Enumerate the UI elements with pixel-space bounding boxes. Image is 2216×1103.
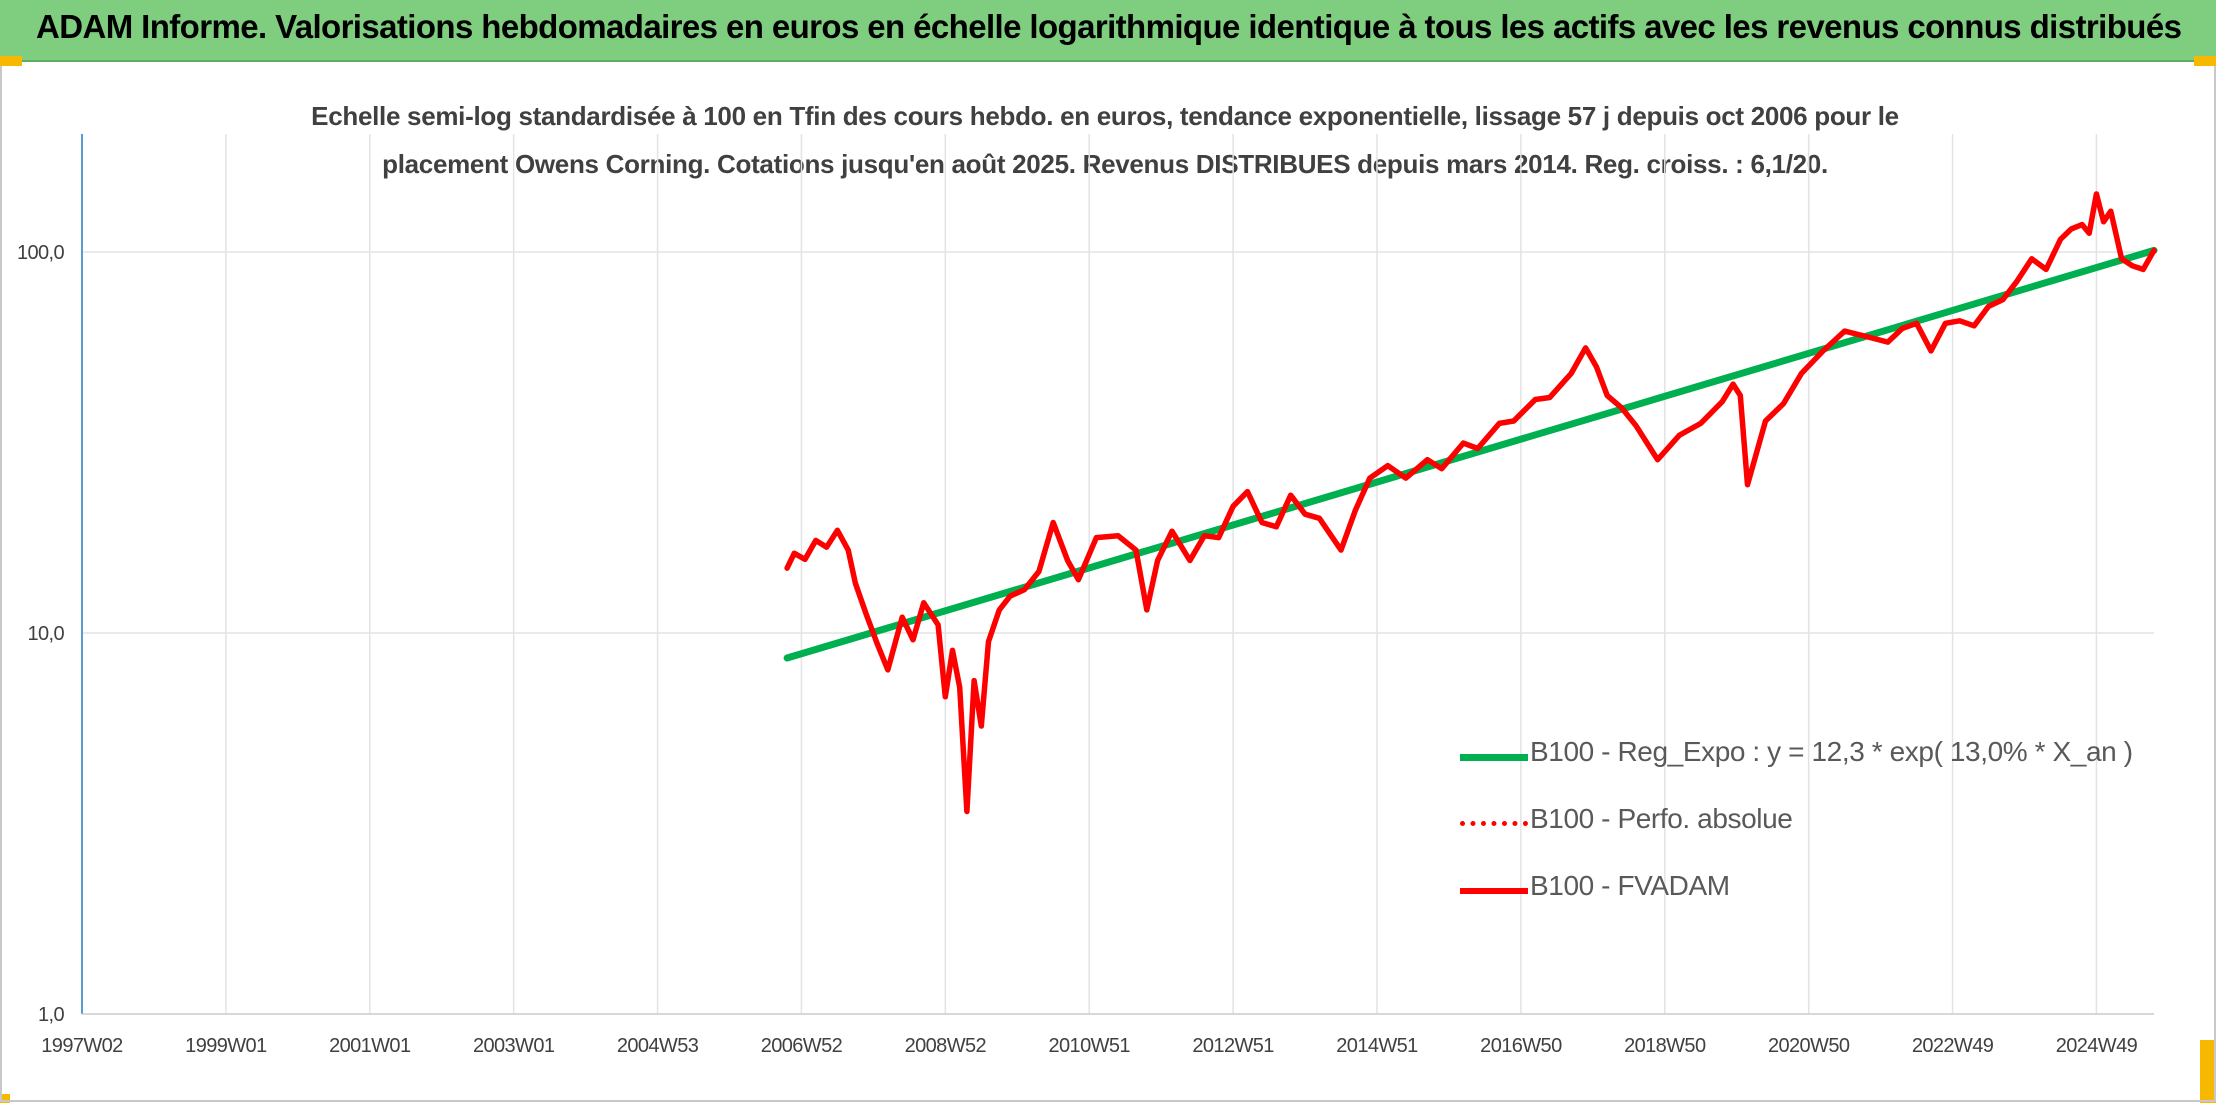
x-tick-label: 1999W01 — [185, 1035, 267, 1057]
y-tick-label: 100,0 — [17, 242, 65, 264]
chart-frame — [0, 66, 2216, 1102]
legend-label-regression: B100 - Reg_Expo : y = 12,3 * exp( 13,0% … — [1530, 736, 2133, 767]
x-tick-label: 2012W51 — [1192, 1035, 1274, 1057]
y-tick-label: 10,0 — [27, 623, 64, 645]
chart-subtitle: Echelle semi-log standardisée à 100 en T… — [240, 92, 1970, 188]
x-tick-label: 2010W51 — [1049, 1035, 1131, 1057]
corner-marker-top-left — [0, 56, 22, 66]
x-tick-label: 2024W49 — [2056, 1035, 2138, 1057]
x-tick-label: 2008W52 — [905, 1035, 987, 1057]
chart-subtitle-line-2: placement Owens Corning. Cotations jusqu… — [382, 149, 1828, 179]
x-tick-label: 1997W02 — [41, 1035, 123, 1057]
legend-swatch-fvadam — [1460, 888, 1528, 894]
x-tick-label: 2004W53 — [617, 1035, 699, 1057]
legend-label-fvadam: B100 - FVADAM — [1530, 870, 1730, 901]
page-title: ADAM Informe. Valorisations hebdomadaire… — [36, 8, 2182, 45]
x-tick-label: 2003W01 — [473, 1035, 555, 1057]
legend-swatch-regression — [1460, 754, 1528, 761]
x-tick-label: 2006W52 — [761, 1035, 843, 1057]
x-tick-label: 2014W51 — [1336, 1035, 1418, 1057]
regression-trend-line — [783, 246, 2158, 662]
x-tick-label: 2018W50 — [1624, 1035, 1706, 1057]
legend-label-perfo-absolue: B100 - Perfo. absolue — [1530, 803, 1793, 834]
fvadam-series-line — [784, 191, 2157, 815]
title-banner: ADAM Informe. Valorisations hebdomadaire… — [0, 0, 2216, 62]
x-tick-label: 2022W49 — [1912, 1035, 1994, 1057]
corner-marker-bottom-right — [2200, 1040, 2216, 1103]
y-tick-label: 1,0 — [38, 1004, 64, 1026]
corner-marker-bottom-left — [0, 1094, 10, 1103]
x-tick-label: 2020W50 — [1768, 1035, 1850, 1057]
corner-marker-top-right — [2194, 56, 2216, 66]
x-tick-label: 2016W50 — [1480, 1035, 1562, 1057]
chart-subtitle-line-1: Echelle semi-log standardisée à 100 en T… — [311, 101, 1899, 131]
legend-swatch-perfo-absolue — [1460, 821, 1528, 826]
x-tick-label: 2001W01 — [329, 1035, 411, 1057]
